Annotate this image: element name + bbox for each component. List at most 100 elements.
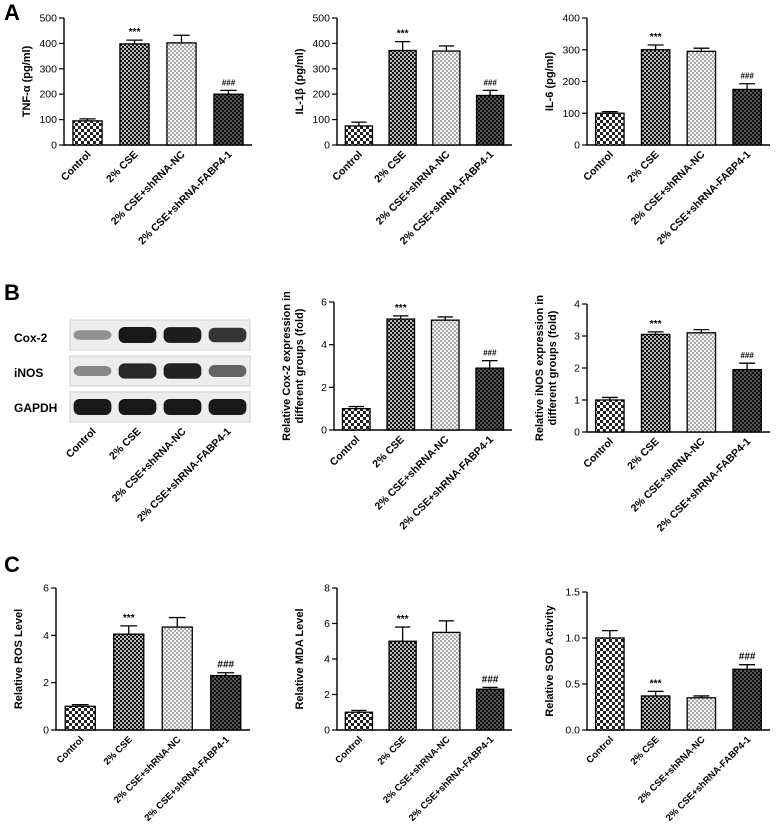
bar <box>213 93 244 146</box>
bar <box>344 711 374 731</box>
y-tick-label: 0 <box>51 140 57 152</box>
y-tick-label: 400 <box>312 38 330 50</box>
blot-band <box>73 366 112 376</box>
chart-ros: 0 2 4 6 Relative ROS Level Control *** 2% CSE2%… <box>13 583 250 824</box>
blot-band <box>73 330 112 340</box>
bar <box>732 368 762 433</box>
significance-label: *** <box>129 27 141 38</box>
bar <box>341 408 371 431</box>
y-tick-label: 100 <box>312 114 330 126</box>
blot-label-gapdh: GAPDH <box>14 401 57 415</box>
bar <box>595 112 625 146</box>
x-category-label: 2% CSE <box>370 434 407 471</box>
chart-il6: 0 100 200 300 400 IL-6 (pg/ml) Control *** 2% CS… <box>544 13 770 248</box>
blot-lane-label: 2% CSE+shRNA-NC <box>110 425 189 504</box>
blot-band <box>118 363 157 379</box>
blot-lane-label: Control <box>64 426 99 461</box>
y-tick-label: 0 <box>324 140 330 152</box>
x-category-label: 2% CSE <box>629 734 662 767</box>
x-category-label: Control <box>327 434 362 469</box>
y-tick-label: 400 <box>39 38 57 50</box>
bar <box>732 88 762 146</box>
x-category-label: 2% CSE <box>625 149 662 186</box>
chart-cox2: 0 2 4 6 Relative Cox-2 expression indifferen… <box>281 291 512 532</box>
y-tick-label: 2 <box>43 677 49 689</box>
significance-label: ### <box>217 660 234 671</box>
y-tick-label: 0.0 <box>565 725 580 737</box>
x-category-label: 2% CSE <box>104 149 141 186</box>
significance-label: ### <box>483 78 497 87</box>
y-tick-label: 400 <box>562 13 580 25</box>
y-axis-label: Relative iNOS expression indifferent gro… <box>534 295 559 441</box>
bar <box>640 333 671 433</box>
bar <box>432 631 461 731</box>
bar <box>344 125 374 146</box>
y-tick-label: 0 <box>324 725 330 737</box>
chart-mda: 0 2 4 6 8 Relative MDA Level Control *** 2% CSE2… <box>294 583 512 824</box>
bar <box>210 674 242 731</box>
bar <box>686 332 717 433</box>
bar <box>595 399 625 433</box>
y-axis-label: IL-1β (pg/ml) <box>294 48 306 114</box>
bar <box>388 49 417 146</box>
chart-sod: 0.0 0.5 1.0 1.5 Relative SOD Activity Control… <box>544 587 770 824</box>
x-category-label: 2% CSE+shRNA-FABP4-1 <box>655 149 754 248</box>
y-tick-label: 6 <box>321 297 327 309</box>
y-tick-label: 4 <box>321 339 327 351</box>
x-category-label: Control <box>59 149 94 184</box>
y-tick-label: 100 <box>562 108 580 120</box>
x-category-label: 2% CSE+shRNA-FABP4-1 <box>136 149 235 248</box>
bar <box>732 668 762 731</box>
panel-letter-b: B <box>4 280 20 305</box>
x-category-label: 2% CSE <box>102 734 135 767</box>
significance-label: ### <box>739 652 756 663</box>
x-category-label: Control <box>55 734 87 766</box>
y-tick-label: 0 <box>43 725 49 737</box>
significance-label: ### <box>740 72 754 81</box>
bar <box>161 626 193 731</box>
significance-label: ### <box>740 351 754 360</box>
y-tick-label: 1 <box>574 395 580 407</box>
y-tick-label: 500 <box>312 13 330 25</box>
y-axis-label: Relative MDA Level <box>294 608 306 709</box>
significance-label: *** <box>650 678 662 689</box>
blot-band <box>73 399 112 415</box>
bar <box>475 367 505 431</box>
blot-band <box>208 327 247 343</box>
y-tick-label: 1.0 <box>565 633 580 645</box>
x-category-label: 2% CSE+shRNA-FABP4-1 <box>407 734 497 824</box>
y-axis-label: IL-6 (pg/ml) <box>544 52 556 112</box>
blot-band <box>208 399 247 415</box>
y-tick-label: 1.5 <box>565 587 580 599</box>
x-category-label: Control <box>333 734 365 766</box>
panel-letter-c: C <box>4 552 20 577</box>
x-category-label: 2% CSE+shRNA-NC <box>373 433 452 512</box>
bar <box>430 319 460 431</box>
blot-band <box>118 327 157 343</box>
y-tick-label: 2 <box>574 363 580 375</box>
significance-label: *** <box>123 613 135 624</box>
significance-label: ### <box>222 78 236 87</box>
bar <box>113 633 145 731</box>
y-tick-label: 4 <box>43 630 49 642</box>
panel-letter-a: A <box>4 0 20 25</box>
blot-band <box>163 399 202 415</box>
y-tick-label: 2 <box>321 382 327 394</box>
blot-band <box>118 399 157 415</box>
bar <box>475 688 505 731</box>
bar <box>166 42 197 146</box>
significance-label: ### <box>483 349 497 358</box>
y-tick-label: 6 <box>43 583 49 595</box>
x-category-label: 2% CSE+shRNA-FABP4-1 <box>398 149 497 248</box>
blot-band <box>208 365 247 377</box>
y-tick-label: 200 <box>39 89 57 101</box>
x-category-label: Control <box>581 436 616 471</box>
bar <box>64 705 96 731</box>
y-axis-label: TNF-α (pg/ml) <box>21 45 33 117</box>
chart-inos: 0 1 2 3 4 Relative iNOS expression indifferen… <box>534 295 770 534</box>
y-axis-label: Relative SOD Activity <box>544 604 556 716</box>
y-tick-label: 0 <box>574 427 580 439</box>
